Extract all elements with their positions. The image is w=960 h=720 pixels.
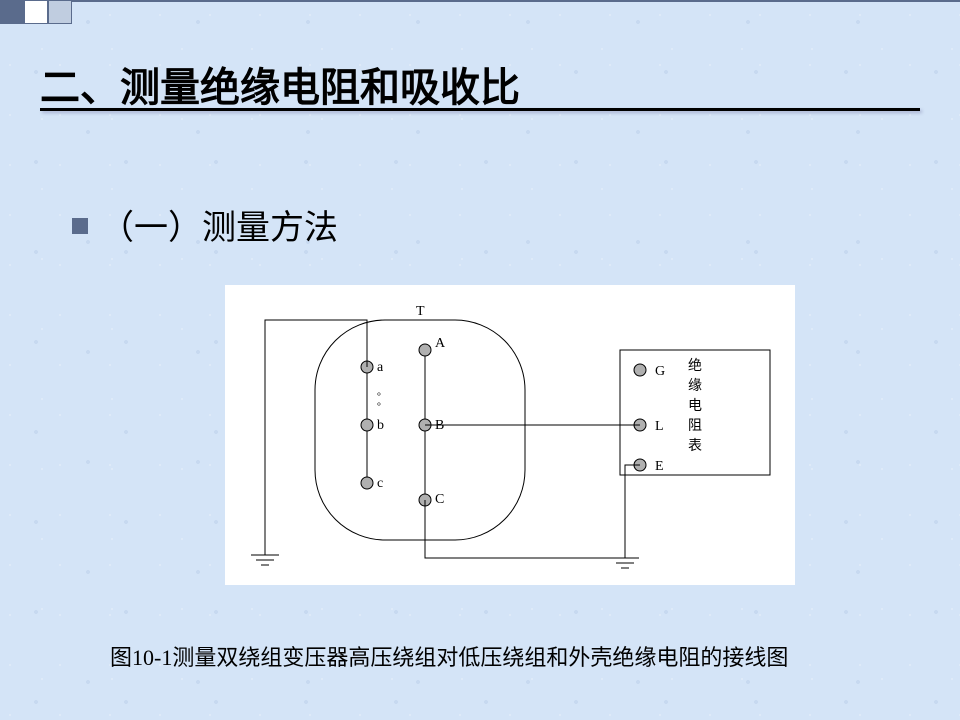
deco-square-1 — [0, 0, 24, 24]
svg-text:缘: 缘 — [688, 378, 702, 394]
svg-text:b: b — [377, 418, 384, 433]
svg-text:C: C — [435, 492, 444, 507]
slide-title: 二、测量绝缘电阻和吸收比 — [40, 55, 520, 113]
svg-text:表: 表 — [688, 438, 702, 454]
figure-caption: 图10-1测量双绕组变压器高压绕组对低压绕组和外壳绝缘电阻的接线图 — [110, 640, 788, 672]
svg-text:电: 电 — [688, 398, 702, 414]
deco-square-2 — [24, 0, 48, 24]
svg-text:A: A — [435, 336, 446, 351]
svg-text:a: a — [377, 360, 384, 375]
title-underline — [40, 108, 920, 111]
deco-line — [72, 0, 960, 22]
svg-text:G: G — [655, 364, 665, 379]
svg-text:E: E — [655, 459, 664, 474]
diagram-svg: TabcABC。。GLE绝缘电阻表 — [225, 285, 795, 585]
svg-text:L: L — [655, 419, 664, 434]
svg-text:c: c — [377, 476, 383, 491]
top-decoration-bar — [0, 0, 960, 22]
svg-text:绝: 绝 — [688, 358, 702, 374]
svg-text:阻: 阻 — [688, 418, 702, 434]
wiring-diagram: TabcABC。。GLE绝缘电阻表 — [225, 285, 795, 585]
slide-subtitle: （一）测量方法 — [100, 200, 338, 249]
deco-square-3 — [48, 0, 72, 24]
svg-text:T: T — [416, 304, 425, 319]
bullet-icon — [72, 218, 88, 234]
svg-text:。: 。 — [377, 397, 387, 408]
